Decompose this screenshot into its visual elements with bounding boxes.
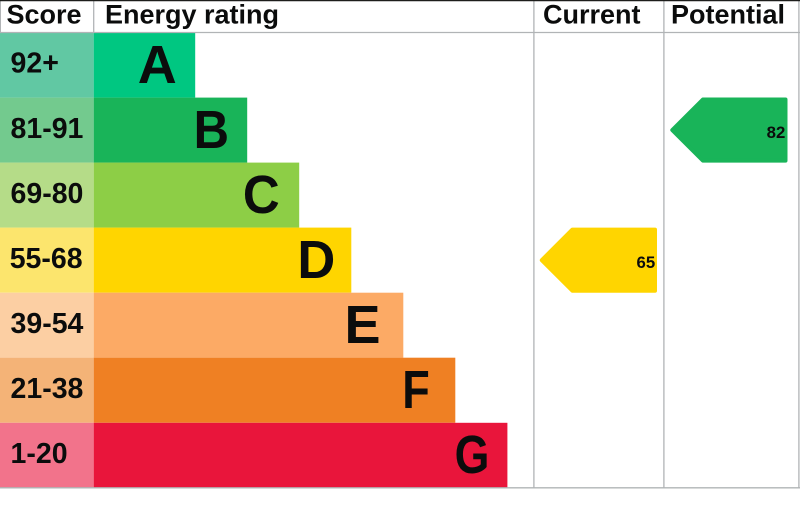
svg-text:81-91: 81-91 <box>11 113 84 145</box>
svg-text:92+: 92+ <box>11 48 59 80</box>
svg-text:1-20: 1-20 <box>11 438 68 470</box>
svg-text:65: 65 <box>637 253 656 272</box>
svg-text:69-80: 69-80 <box>11 178 84 210</box>
svg-text:39-54: 39-54 <box>11 308 84 340</box>
svg-text:Score: Score <box>7 0 82 29</box>
svg-text:C: C <box>243 165 280 225</box>
svg-text:G: G <box>455 425 490 485</box>
svg-text:F: F <box>402 360 430 420</box>
svg-text:Energy rating: Energy rating <box>105 0 279 29</box>
svg-text:B: B <box>194 100 229 160</box>
svg-text:Potential: Potential <box>671 0 785 29</box>
svg-text:21-38: 21-38 <box>11 373 84 405</box>
svg-text:Current: Current <box>543 0 641 29</box>
svg-text:E: E <box>344 295 380 355</box>
svg-text:D: D <box>297 230 335 290</box>
svg-text:A: A <box>138 35 177 95</box>
svg-text:82: 82 <box>767 123 786 142</box>
svg-text:55-68: 55-68 <box>10 243 83 275</box>
